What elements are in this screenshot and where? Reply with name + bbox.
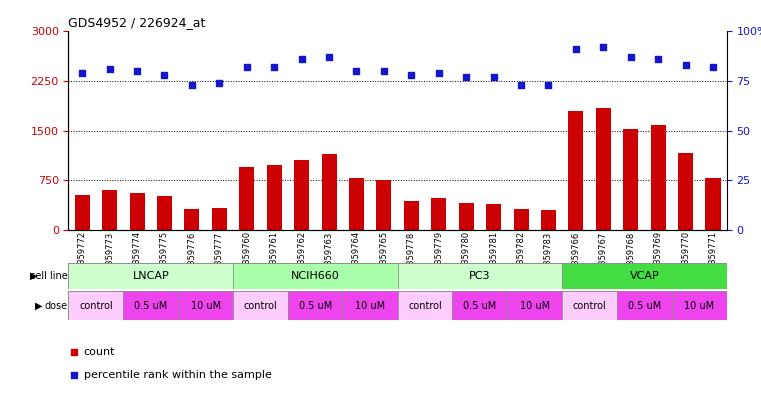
Bar — [486, 204, 501, 230]
Bar — [288, 291, 342, 320]
Text: 10 uM: 10 uM — [684, 301, 715, 310]
Point — [268, 64, 280, 70]
Bar — [157, 195, 172, 230]
Bar — [431, 198, 446, 230]
Bar — [459, 204, 474, 230]
Bar — [377, 180, 391, 230]
Bar — [294, 160, 309, 230]
Point — [570, 46, 582, 52]
Point — [76, 70, 88, 76]
Text: control: control — [408, 301, 442, 310]
Text: 0.5 uM: 0.5 uM — [628, 301, 661, 310]
Bar — [678, 152, 693, 230]
Bar — [233, 263, 397, 289]
Point — [515, 82, 527, 88]
Text: 0.5 uM: 0.5 uM — [299, 301, 332, 310]
Text: NCIH660: NCIH660 — [291, 271, 339, 281]
Bar — [68, 291, 123, 320]
Text: control: control — [79, 301, 113, 310]
Bar — [178, 291, 233, 320]
Bar — [404, 202, 419, 230]
Text: ▶: ▶ — [35, 301, 43, 310]
Text: control: control — [244, 301, 277, 310]
Point — [213, 80, 225, 86]
Point — [707, 64, 719, 70]
Bar — [212, 208, 227, 230]
Bar — [266, 165, 282, 230]
Point — [103, 66, 116, 72]
Bar — [568, 111, 584, 230]
Point — [186, 82, 198, 88]
Text: 0.5 uM: 0.5 uM — [134, 301, 167, 310]
Bar — [123, 291, 178, 320]
Point — [652, 56, 664, 62]
Point — [406, 72, 418, 78]
Text: dose: dose — [45, 301, 68, 310]
Bar — [75, 195, 90, 230]
Bar — [672, 291, 727, 320]
Point — [350, 68, 362, 74]
Bar — [321, 154, 336, 230]
Point — [377, 68, 390, 74]
Bar — [541, 210, 556, 230]
Point — [304, 26, 317, 32]
Point — [158, 72, 170, 78]
Bar — [562, 291, 617, 320]
Bar — [617, 291, 672, 320]
Bar — [562, 263, 727, 289]
Bar — [397, 291, 453, 320]
Text: GDS4952 / 226924_at: GDS4952 / 226924_at — [68, 16, 206, 29]
Bar — [184, 209, 199, 230]
Bar — [508, 291, 562, 320]
Text: control: control — [573, 301, 607, 310]
Text: 10 uM: 10 uM — [190, 301, 221, 310]
Bar — [349, 178, 364, 230]
Bar — [68, 263, 233, 289]
Text: PC3: PC3 — [469, 271, 491, 281]
Point — [488, 74, 500, 80]
Text: 10 uM: 10 uM — [355, 301, 385, 310]
Text: 10 uM: 10 uM — [520, 301, 550, 310]
Bar — [129, 193, 145, 230]
Point — [433, 70, 445, 76]
Text: cell line: cell line — [30, 271, 68, 281]
Bar — [397, 263, 562, 289]
Bar — [514, 209, 529, 230]
Bar — [453, 291, 508, 320]
Text: VCAP: VCAP — [629, 271, 659, 281]
Point — [625, 54, 637, 61]
Point — [460, 74, 473, 80]
Text: 0.5 uM: 0.5 uM — [463, 301, 496, 310]
Bar — [239, 167, 254, 230]
Text: percentile rank within the sample: percentile rank within the sample — [84, 370, 272, 380]
Point — [304, 230, 317, 237]
Point — [543, 82, 555, 88]
Text: count: count — [84, 347, 115, 357]
Point — [295, 56, 307, 62]
Bar — [233, 291, 288, 320]
Point — [131, 68, 143, 74]
Bar — [342, 291, 397, 320]
Point — [240, 64, 253, 70]
Text: ▶: ▶ — [30, 271, 37, 281]
Bar — [651, 125, 666, 230]
Bar — [623, 129, 638, 230]
Bar — [705, 178, 721, 230]
Point — [323, 54, 335, 61]
Point — [680, 62, 692, 68]
Bar — [596, 108, 611, 230]
Text: LNCAP: LNCAP — [132, 271, 169, 281]
Bar — [102, 190, 117, 230]
Point — [597, 44, 610, 50]
